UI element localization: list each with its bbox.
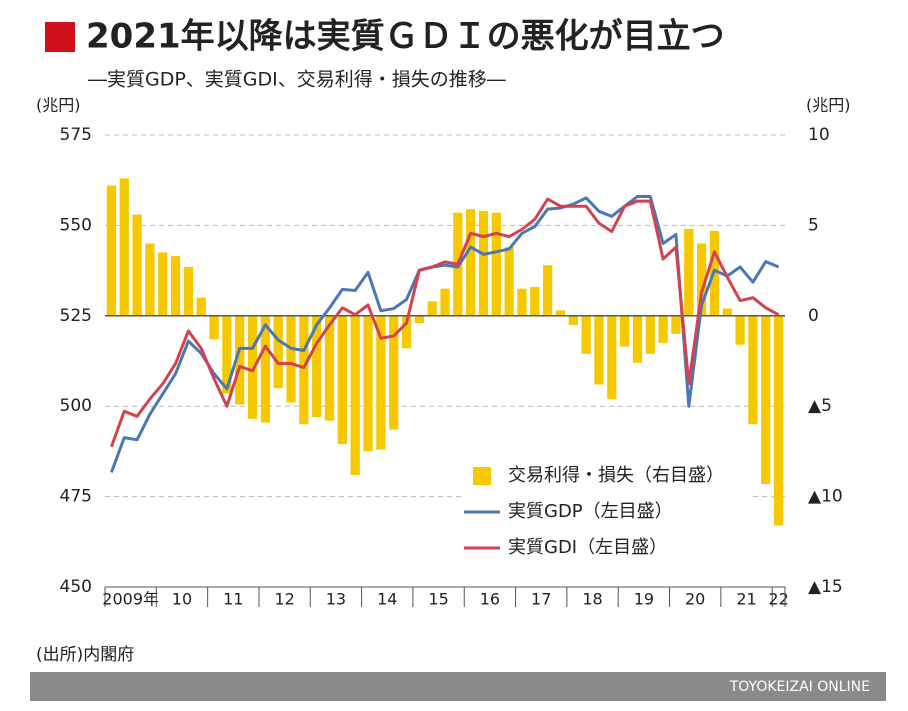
bar	[170, 256, 181, 316]
x-tick-label: 2009年	[102, 590, 159, 609]
bar	[504, 247, 514, 316]
legend-label: 交易利得・損失（右目盛）	[508, 465, 724, 486]
bar	[376, 315, 386, 450]
x-tick-label: 20	[685, 590, 705, 609]
bar	[119, 178, 129, 316]
bar	[363, 315, 373, 452]
bar	[312, 315, 322, 418]
chart-title: 2021年以降は実質ＧＤＩの悪化が目立つ	[86, 17, 725, 57]
bar	[158, 252, 168, 316]
bar	[594, 315, 604, 385]
bar	[106, 185, 117, 316]
bar	[658, 315, 668, 343]
bar	[773, 315, 784, 526]
x-tick-label: 10	[172, 590, 192, 609]
bar	[761, 315, 771, 484]
bar	[671, 315, 681, 334]
bar	[543, 265, 553, 316]
x-tick-label: 12	[274, 590, 294, 609]
subtitle: ―実質GDP、実質GDI、交易利得・損失の推移―	[88, 69, 506, 91]
legend-box	[462, 458, 752, 566]
bar	[440, 288, 450, 316]
bar	[350, 315, 360, 475]
x-tick-label: 19	[634, 590, 654, 609]
y-tick-label: 500	[60, 396, 92, 416]
y-tick-label: 450	[60, 577, 92, 597]
bar	[222, 315, 232, 394]
bar	[235, 315, 245, 405]
footer-bar	[30, 672, 886, 701]
bar	[401, 315, 412, 349]
y-tick-label: 575	[60, 125, 92, 145]
bar	[389, 315, 399, 430]
x-tick-label: 14	[377, 590, 397, 609]
bar	[555, 310, 566, 316]
y-axis-unit: (兆円)	[36, 96, 81, 115]
bar	[491, 212, 501, 316]
bar	[132, 214, 142, 316]
bar	[196, 297, 206, 316]
footer: TOYOKEIZAI ONLINE	[729, 679, 870, 695]
bar	[209, 315, 219, 340]
x-tick-label: 22	[768, 590, 788, 609]
legend-label: 実質GDP（左目盛）	[508, 501, 673, 522]
x-tick-label: 15	[428, 590, 448, 609]
bar	[337, 315, 347, 445]
x-tick-label: 11	[223, 590, 243, 609]
bar	[696, 243, 707, 316]
bar	[478, 210, 489, 316]
y2-tick-label: 0	[808, 306, 819, 326]
bar	[645, 315, 655, 354]
bar	[581, 315, 591, 354]
bar	[324, 315, 335, 421]
x-tick-label: 17	[531, 590, 551, 609]
bar	[632, 315, 643, 363]
bar	[748, 315, 758, 425]
legend-swatch	[473, 467, 491, 485]
bar	[568, 315, 578, 325]
y2-tick-label: ▲15	[808, 577, 843, 597]
bar	[517, 288, 527, 316]
y2-axis-unit: (兆円)	[806, 96, 851, 115]
x-tick-label: 13	[326, 590, 346, 609]
y2-tick-label: 10	[808, 125, 830, 145]
line	[110, 197, 780, 448]
bar	[247, 315, 258, 419]
x-tick-label: 18	[582, 590, 602, 609]
bar	[684, 229, 694, 316]
x-tick-label: 21	[736, 590, 756, 609]
y2-tick-label: ▲10	[808, 487, 843, 507]
bar	[427, 301, 437, 316]
y-tick-label: 550	[60, 215, 92, 235]
bar	[299, 315, 309, 425]
x-tick-label: 16	[480, 590, 500, 609]
bar	[414, 315, 424, 324]
bar	[145, 243, 155, 316]
bar	[620, 315, 630, 347]
y-tick-label: 525	[60, 306, 92, 326]
bar	[183, 266, 194, 316]
bar	[722, 308, 732, 316]
bar	[607, 315, 617, 399]
y-tick-label: 475	[60, 487, 92, 507]
y2-tick-label: 5	[808, 215, 819, 235]
line	[110, 194, 780, 473]
bar	[530, 286, 540, 316]
bar	[273, 315, 283, 389]
bar	[286, 315, 296, 403]
title-marker	[45, 22, 75, 52]
bar	[260, 315, 270, 423]
source: (出所)内閣府	[36, 645, 134, 665]
bar	[466, 209, 476, 316]
legend-label: 実質GDI（左目盛）	[508, 537, 667, 558]
y2-tick-label: ▲5	[808, 396, 832, 416]
bar	[735, 315, 745, 345]
